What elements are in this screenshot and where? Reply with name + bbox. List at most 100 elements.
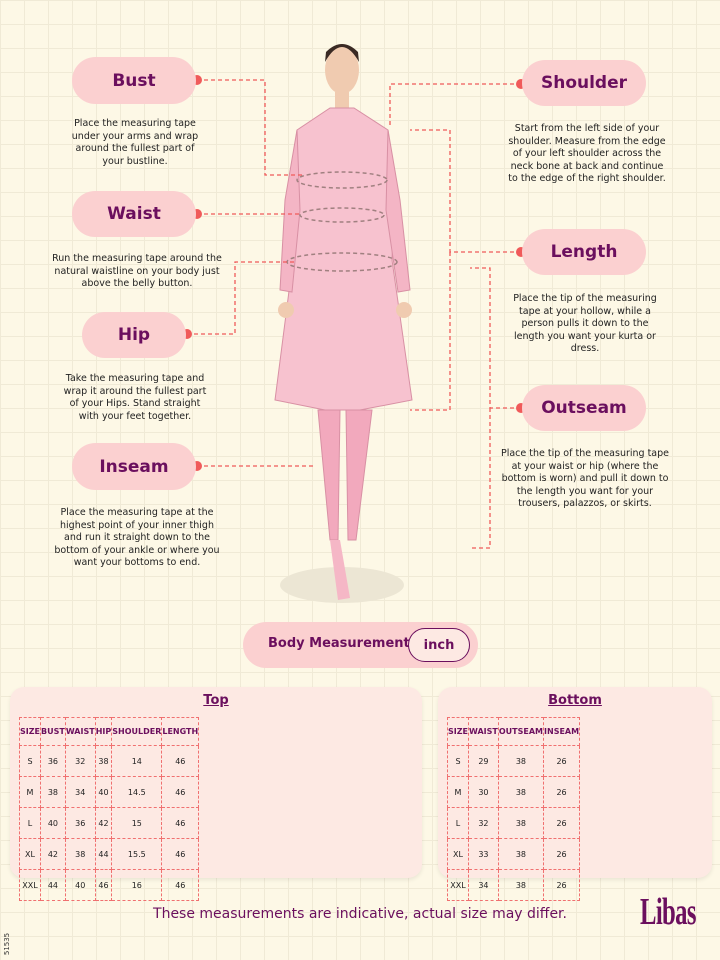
table-cell: 15.5 [111,838,163,870]
column-header: SHOULDER [111,717,163,746]
unit-toggle[interactable]: inch [408,628,470,662]
top-table-title: Top [203,693,229,708]
table-row: L 32 38 26 [446,807,581,839]
table-cell: 26 [543,745,581,777]
table-cell: 38 [40,776,66,808]
bust-description: Place the measuring tape under your arms… [71,118,199,167]
bust-label: Bust [72,57,196,104]
disclaimer: These measurements are indicative, actua… [153,906,567,922]
table-cell: M [446,776,470,808]
table-cell: 32 [64,745,96,777]
waist-description: Run the measuring tape around the natura… [52,253,222,289]
table-cell: XL [446,838,470,870]
product-code: 51535 [3,932,12,956]
table-cell: 36 [40,745,66,777]
table-cell: 44 [40,869,66,901]
table-cell: S [446,745,470,777]
table-row: M 30 38 26 [446,776,581,808]
table-cell: 14.5 [111,776,163,808]
table-cell: 46 [161,838,200,870]
table-cell: XL [18,838,42,870]
table-cell: 14 [111,745,163,777]
libas-logo: Libas [640,891,696,933]
table-cell: 26 [543,776,581,808]
length-label: Length [522,229,646,275]
table-cell: 46 [94,869,113,901]
column-header: OUTSEAM [497,717,545,746]
table-cell: 40 [94,776,113,808]
table-cell: 33 [468,838,499,870]
table-row: XL 42 38 44 15.5 46 [18,838,200,870]
table-cell: L [446,807,470,839]
column-header: HIP [94,717,113,746]
length-description: Place the tip of the measuring tape at y… [513,293,657,354]
connector-lines [187,79,521,549]
table-cell: 38 [64,838,96,870]
table-cell: XXL [18,869,42,901]
table-cell: 44 [94,838,113,870]
hip-description: Take the measuring tape and wrap it arou… [63,373,207,422]
shoulder-label: Shoulder [522,60,646,106]
bottom-size-table-card: Bottom SIZE WAIST OUTSEAM INSEAM S 29 38 26 M 30 3… [438,687,712,901]
table-header-row: SIZE BUST WAIST HIP SHOULDER LENGTH [18,717,200,746]
table-header-row: SIZE WAIST OUTSEAM INSEAM [446,717,581,746]
bottom-size-table: SIZE WAIST OUTSEAM INSEAM S 29 38 26 M 30 38 26 L 32 3… [446,717,581,901]
table-cell: 30 [468,776,499,808]
column-header: INSEAM [543,717,581,746]
table-cell: 40 [64,869,96,901]
column-header: WAIST [64,717,96,746]
table-cell: 26 [543,807,581,839]
shoulder-description: Start from the left side of your shoulde… [508,123,666,184]
table-row: XXL 44 40 46 16 46 [18,869,200,901]
table-cell: L [18,807,42,839]
table-cell: S [18,745,42,777]
bottom-table-title: Bottom [548,693,602,708]
top-size-table: SIZE BUST WAIST HIP SHOULDER LENGTH S 36 32 38 14 4… [18,717,200,901]
column-header: LENGTH [161,717,200,746]
table-cell: 42 [40,838,66,870]
table-cell: 38 [497,745,545,777]
unit-selector-label: Body Measurement [268,636,410,651]
top-size-table-card: Top SIZE BUST WAIST HIP SHOULDER LENGTH S 36 32 3… [10,687,422,901]
table-cell: 15 [111,807,163,839]
outseam-label: Outseam [522,385,646,431]
waist-label: Waist [72,191,196,237]
inseam-description: Place the measuring tape at the highest … [54,507,220,568]
column-header: SIZE [446,717,470,746]
column-header: WAIST [468,717,499,746]
table-cell: 38 [497,807,545,839]
hip-label: Hip [82,312,186,358]
outseam-description: Place the tip of the measuring tape at y… [500,448,670,509]
table-cell: 40 [40,807,66,839]
table-row: XXL 34 38 26 [446,869,581,901]
table-cell: 16 [111,869,163,901]
table-cell: 32 [468,807,499,839]
table-cell: 26 [543,869,581,901]
table-row: XL 33 38 26 [446,838,581,870]
table-cell: 38 [94,745,113,777]
table-cell: 38 [497,838,545,870]
table-cell: 26 [543,838,581,870]
table-row: S 29 38 26 [446,745,581,777]
table-cell: 34 [64,776,96,808]
table-cell: 29 [468,745,499,777]
table-cell: 46 [161,869,200,901]
table-cell: 46 [161,807,200,839]
table-row: M 38 34 40 14.5 46 [18,776,200,808]
column-header: BUST [40,717,66,746]
table-row: S 36 32 38 14 46 [18,745,200,777]
table-cell: 38 [497,776,545,808]
model-illustration [182,44,526,603]
table-cell: XXL [446,869,470,901]
table-cell: 42 [94,807,113,839]
table-cell: 34 [468,869,499,901]
inseam-label: Inseam [72,443,196,490]
column-header: SIZE [18,717,42,746]
table-cell: 46 [161,745,200,777]
table-cell: 36 [64,807,96,839]
unit-selector: Body Measurement inch [243,622,478,668]
table-cell: M [18,776,42,808]
table-row: L 40 36 42 15 46 [18,807,200,839]
table-cell: 38 [497,869,545,901]
table-cell: 46 [161,776,200,808]
